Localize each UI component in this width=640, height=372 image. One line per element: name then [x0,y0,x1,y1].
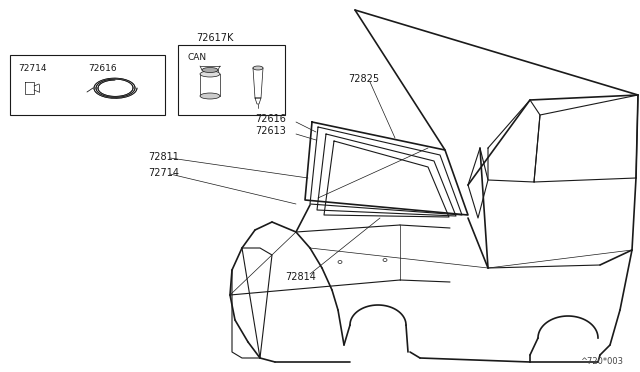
Text: 72714: 72714 [18,64,47,73]
Bar [10,55,165,115]
Ellipse shape [383,259,387,262]
Bar [178,45,285,115]
Text: 72616: 72616 [88,64,116,73]
Text: CAN: CAN [188,52,207,61]
Text: 72617K: 72617K [196,33,234,43]
Text: 72714: 72714 [148,168,179,178]
Ellipse shape [253,66,263,70]
Text: 72814: 72814 [285,272,316,282]
Ellipse shape [202,67,218,73]
Ellipse shape [338,260,342,263]
Ellipse shape [28,86,32,90]
Text: 72616: 72616 [255,114,286,124]
Ellipse shape [200,71,220,77]
Text: 72613: 72613 [255,126,286,136]
Ellipse shape [200,93,220,99]
Text: ^720*003: ^720*003 [580,357,623,366]
Text: 72825: 72825 [348,74,379,84]
Text: 72811: 72811 [148,152,179,162]
